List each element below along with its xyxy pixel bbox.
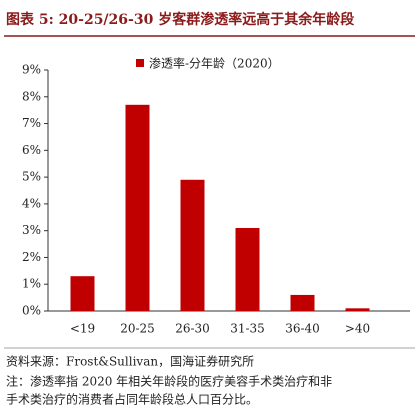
note: 手术类治疗的消费者占同年龄段总人口百分比。 [6,392,258,407]
bar [125,104,150,311]
y-tick-label: 2% [22,250,41,264]
note: 注：渗透率指 2020 年相关年龄段的医疗美容手术类治疗和非 [6,374,332,389]
bar [70,276,95,311]
y-tick-label: 6% [22,143,41,157]
y-tick-label: 0% [22,304,41,318]
y-tick-label: 8% [22,89,41,103]
legend-label: 渗透率-分年龄（2020） [149,56,280,71]
x-tick-label: 31-35 [230,322,265,336]
bar [290,294,315,311]
x-tick-label: 26-30 [175,322,210,336]
source: 资料来源：Frost&Sullivan，国海证券研究所 [6,354,254,369]
y-tick-label: 1% [22,277,41,291]
y-tick-label: 5% [22,170,41,184]
x-tick-label: <19 [70,322,95,336]
bar [345,308,370,311]
bar [180,179,205,311]
legend-swatch [136,59,144,67]
chart-title: 图表 5: 20-25/26-30 岁客群渗透率远高于其余年龄段 [6,11,354,28]
bar [235,227,260,311]
y-tick-label: 7% [22,116,41,130]
x-tick-label: >40 [345,322,370,336]
x-tick-label: 20-25 [120,322,155,336]
y-tick-label: 3% [22,223,41,237]
x-tick-label: 36-40 [285,322,320,336]
y-tick-label: 4% [22,196,41,210]
y-tick-label: 9% [22,63,41,77]
